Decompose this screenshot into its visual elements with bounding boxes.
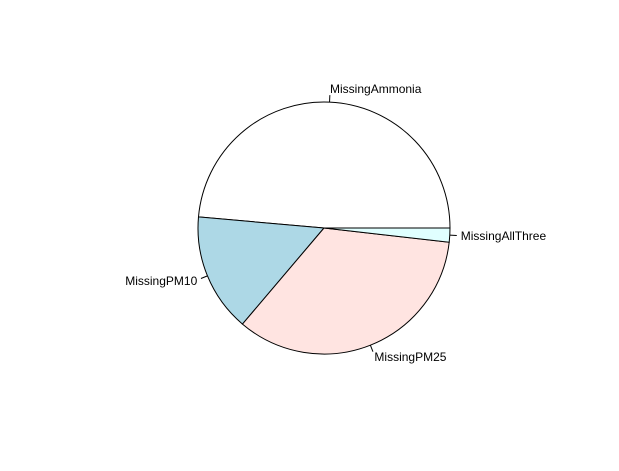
label-leader-lines [200,95,457,352]
slice-label-missingallthree: MissingAllThree [461,229,547,243]
leader-line-missingpm25 [369,344,374,352]
pie-slice-missingpm10 [197,216,326,325]
slice-label-missingpm10: MissingPM10 [125,274,197,288]
pie-slice-missingammonia [197,101,451,229]
pie-slices [197,101,451,355]
slice-labels: MissingAmmonia MissingPM10 MissingPM25 Miss… [125,82,546,364]
slice-label-missingammonia: MissingAmmonia [330,82,422,96]
leader-line-missingpm10 [200,275,208,279]
slice-label-missingpm25: MissingPM25 [374,350,446,364]
